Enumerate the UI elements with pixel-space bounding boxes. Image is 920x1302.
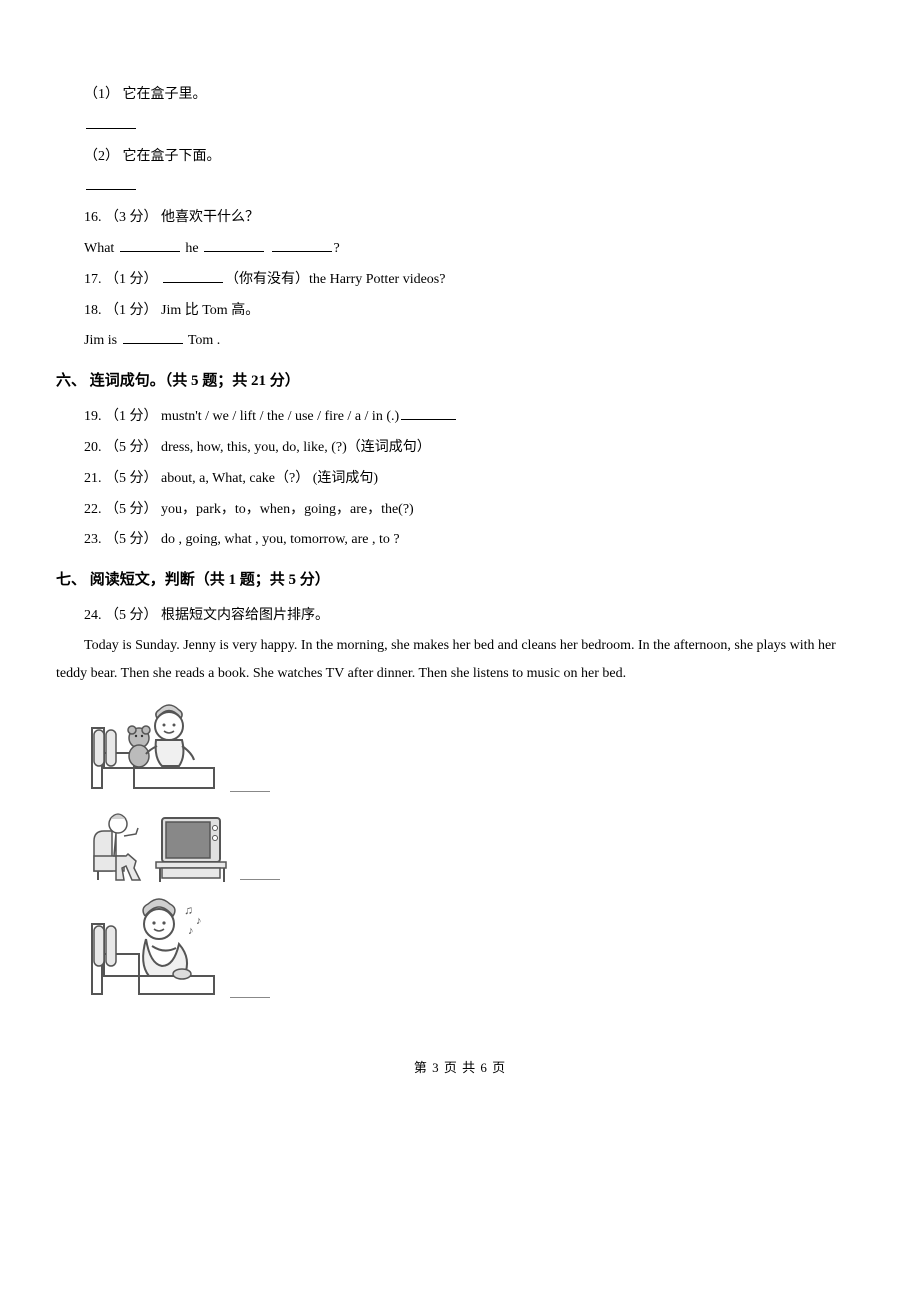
q20-num: 20. [84, 440, 102, 455]
q16-blank-1[interactable] [120, 237, 180, 252]
q18-num: 18. [84, 303, 102, 318]
q23-num: 23. [84, 532, 102, 547]
q24-image-2 [84, 806, 234, 886]
q17-num: 17. [84, 272, 102, 287]
q24-num: 24. [84, 608, 102, 623]
q22-score: （5 分） [105, 502, 158, 517]
q15-sub1-blank[interactable] [86, 114, 136, 129]
q21-num: 21. [84, 471, 102, 486]
q16-blank-3[interactable] [272, 237, 332, 252]
q24-score: （5 分） [105, 608, 158, 623]
q24-image-1-blank[interactable] [230, 791, 270, 792]
q18-post: Tom . [185, 333, 221, 348]
q17-score: （1 分） [105, 272, 158, 287]
q22-num: 22. [84, 502, 102, 517]
q19-text: mustn't / we / lift / the / use / fire /… [161, 409, 399, 424]
q15-sub2-text: 它在盒子下面。 [119, 149, 221, 164]
svg-text:♪: ♪ [196, 915, 202, 927]
q20-score: （5 分） [105, 440, 158, 455]
q18-blank[interactable] [123, 329, 183, 344]
q17-blank[interactable] [163, 268, 223, 283]
q23-score: （5 分） [105, 532, 158, 547]
q21-score: （5 分） [105, 471, 158, 486]
svg-text:♫: ♫ [184, 903, 193, 917]
q23-text: do , going, what , you, tomorrow, are , … [161, 532, 400, 547]
q18-prompt: Jim 比 Tom 高。 [161, 303, 259, 318]
q24-image-3: ♫ ♪ ♪ [84, 894, 224, 1004]
q16-score: （3 分） [105, 210, 158, 225]
q17-mid: （你有没有）the Harry Potter videos? [225, 272, 445, 287]
q15-sub1-label: （1） [84, 87, 119, 102]
q20-text: dress, how, this, you, do, like, (?)（连词成… [161, 440, 431, 455]
q15-sub1-text: 它在盒子里。 [119, 87, 207, 102]
q16-pre: What [84, 241, 118, 256]
q24-passage: Today is Sunday. Jenny is very happy. In… [56, 632, 864, 688]
q24-image-3-blank[interactable] [230, 997, 270, 998]
q15-sub2-label: （2） [84, 149, 119, 164]
q16-prompt: 他喜欢干什么？ [161, 210, 259, 225]
svg-text:♪: ♪ [188, 925, 194, 937]
q24-image-2-blank[interactable] [240, 879, 280, 880]
q18-score: （1 分） [105, 303, 158, 318]
section7-heading: 七、 阅读短文，判断（共 1 题；共 5 分） [56, 564, 864, 597]
q19-num: 19. [84, 409, 102, 424]
q24-prompt: 根据短文内容给图片排序。 [161, 608, 329, 623]
q22-text: you，park，to，when，going，are，the(?) [161, 502, 414, 517]
q16-blank-2[interactable] [204, 237, 264, 252]
q24-image-1 [84, 698, 224, 798]
q19-blank[interactable] [401, 405, 456, 420]
q16-end: ? [334, 241, 340, 256]
q15-sub2-blank[interactable] [86, 175, 136, 190]
section6-heading: 六、 连词成句。（共 5 题；共 21 分） [56, 365, 864, 398]
q18-pre: Jim is [84, 333, 121, 348]
q16-num: 16. [84, 210, 102, 225]
q16-mid: he [182, 241, 202, 256]
q21-text: about, a, What, cake（?） (连词成句) [161, 471, 378, 486]
q19-score: （1 分） [105, 409, 158, 424]
page-footer: 第 3 页 共 6 页 [56, 1054, 864, 1083]
